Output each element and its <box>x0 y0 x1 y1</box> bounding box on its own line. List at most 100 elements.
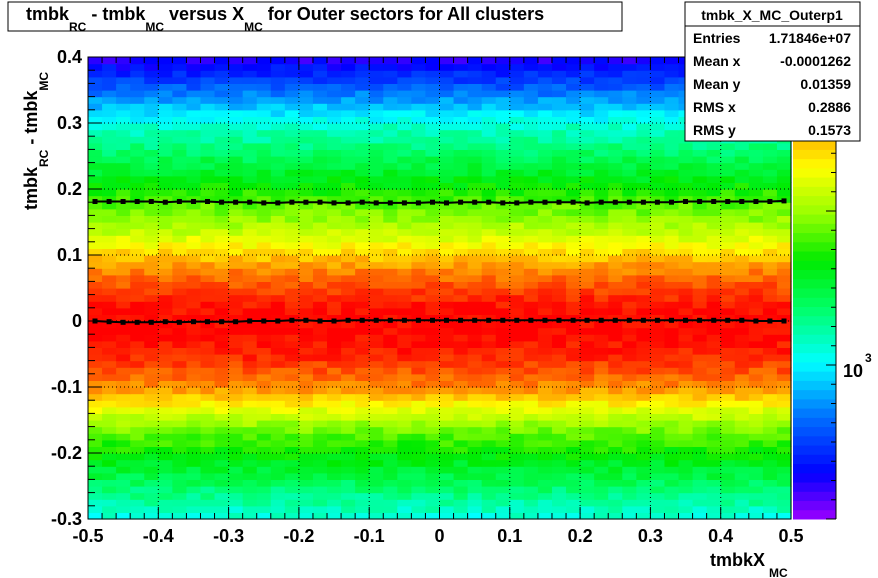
heatmap-cell <box>622 274 637 282</box>
heatmap-cell <box>341 142 356 150</box>
heatmap-cell <box>720 466 736 474</box>
heatmap-cell <box>158 241 173 249</box>
ylabel-part-1: tmbk <box>21 166 41 210</box>
heatmap-cell <box>397 195 412 203</box>
heatmap-cell <box>495 459 511 467</box>
heatmap-cell <box>481 241 497 249</box>
heatmap-cell <box>523 96 539 104</box>
heatmap-cell <box>144 380 159 388</box>
heatmap-cell <box>425 149 441 157</box>
heatmap-cell <box>495 70 511 78</box>
heatmap-cell <box>270 109 286 117</box>
colorbar-swatch <box>793 223 836 234</box>
heatmap-cell <box>650 109 666 117</box>
heatmap-cell <box>664 156 680 164</box>
heatmap-cell <box>622 288 637 296</box>
heatmap-cell <box>158 387 173 395</box>
heatmap-cell <box>284 261 300 269</box>
heatmap-cell <box>298 512 314 520</box>
heatmap-cell <box>102 360 117 368</box>
heatmap-cell <box>411 472 427 480</box>
heatmap-cell <box>734 327 750 335</box>
heatmap-cell <box>284 228 300 236</box>
heatmap-cell <box>495 195 511 203</box>
heatmap-cell <box>369 512 384 520</box>
heatmap-cell <box>692 472 708 480</box>
heatmap-cell <box>200 347 216 355</box>
heatmap-cell <box>144 96 159 104</box>
heatmap-cell <box>102 479 117 487</box>
rms-profile-marker <box>430 199 435 205</box>
heatmap-cell <box>312 274 328 282</box>
heatmap-cell <box>88 248 103 256</box>
heatmap-cell <box>327 479 342 487</box>
heatmap-cell <box>341 241 356 249</box>
heatmap-cell <box>200 459 216 467</box>
heatmap-cell <box>102 406 117 414</box>
stats-label: Mean y <box>693 76 741 92</box>
heatmap-cell <box>439 301 455 309</box>
heatmap-cell <box>776 241 792 249</box>
heatmap-cell <box>664 505 680 513</box>
heatmap-cell <box>692 426 708 434</box>
heatmap-cell <box>509 195 525 203</box>
heatmap-cell <box>256 208 272 216</box>
heatmap-cell <box>341 76 356 84</box>
heatmap-cell <box>622 129 637 137</box>
heatmap-cell <box>186 446 202 454</box>
heatmap-cell <box>383 76 398 84</box>
heatmap-cell <box>748 505 764 513</box>
heatmap-cell <box>481 175 497 183</box>
heatmap-cell <box>172 420 188 428</box>
heatmap-cell <box>439 426 455 434</box>
heatmap-cell <box>650 321 666 329</box>
heatmap-cell <box>130 472 145 480</box>
heatmap-cell <box>594 136 609 144</box>
heatmap-cell <box>298 360 314 368</box>
heatmap-cell <box>650 70 666 78</box>
heatmap-cell <box>88 334 103 342</box>
heatmap-cell <box>537 301 553 309</box>
title-part-3: versus X <box>164 4 244 24</box>
heatmap-cell <box>551 486 567 494</box>
heatmap-cell <box>650 426 666 434</box>
heatmap-cell <box>214 499 230 507</box>
colorbar-swatch <box>793 491 836 502</box>
heatmap-cell <box>580 413 595 421</box>
heatmap-cell <box>284 63 300 71</box>
heatmap-cell <box>650 103 666 111</box>
heatmap-cell <box>341 274 356 282</box>
heatmap-cell <box>734 413 750 421</box>
heatmap-cell <box>650 195 666 203</box>
heatmap-cell <box>242 255 258 263</box>
heatmap-cell <box>116 340 131 348</box>
heatmap-cell <box>341 406 356 414</box>
heatmap-cell <box>622 307 637 315</box>
heatmap-cell <box>242 512 258 520</box>
heatmap-cell <box>425 169 441 177</box>
heatmap-cell <box>481 340 497 348</box>
heatmap-cell <box>102 255 117 263</box>
heatmap-cell <box>298 129 314 137</box>
heatmap-cell <box>242 228 258 236</box>
heatmap-cell <box>664 294 680 302</box>
heatmap-cell <box>200 446 216 454</box>
mean-profile-marker <box>683 317 688 323</box>
heatmap-cell <box>439 63 455 71</box>
heatmap-cell <box>158 123 173 131</box>
colorbar-swatch <box>793 343 836 354</box>
heatmap-cell <box>270 321 286 329</box>
heatmap-cell <box>411 466 427 474</box>
heatmap-cell <box>158 90 173 98</box>
heatmap-cell <box>551 307 567 315</box>
heatmap-cell <box>776 380 792 388</box>
heatmap-cell <box>537 340 553 348</box>
heatmap-cell <box>706 294 722 302</box>
heatmap-cell <box>341 63 356 71</box>
heatmap-cell <box>509 466 525 474</box>
heatmap-cell <box>425 83 441 91</box>
heatmap-cell <box>158 393 173 401</box>
heatmap-cell <box>720 228 736 236</box>
heatmap-cell <box>369 116 384 124</box>
heatmap-cell <box>355 195 370 203</box>
